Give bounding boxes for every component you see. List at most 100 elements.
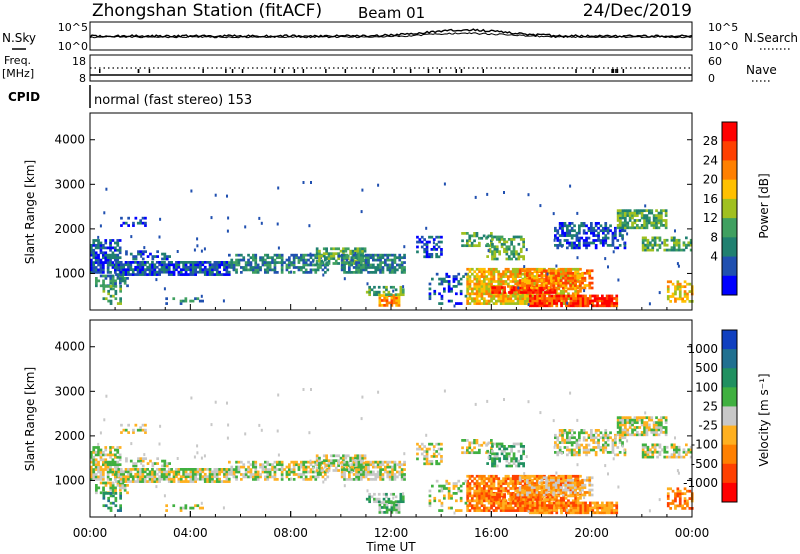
heatmap-cell [529, 501, 532, 505]
heatmap-cell [330, 459, 333, 463]
heatmap-cell [237, 468, 241, 471]
heatmap-cell [361, 252, 364, 256]
heatmap-cell [343, 470, 346, 474]
heatmap-cell [562, 506, 566, 510]
heatmap-cell [541, 294, 544, 298]
heatmap-cell [387, 497, 391, 501]
heatmap-cell [114, 488, 117, 492]
heatmap-cell [230, 261, 234, 264]
heatmap-cell [273, 475, 277, 479]
heatmap-cell [473, 489, 477, 493]
heatmap-cell [459, 282, 463, 286]
heatmap-cell [491, 442, 494, 446]
heatmap-cell [487, 474, 491, 478]
heatmap-cell [547, 275, 551, 278]
heatmap-cell [111, 491, 115, 495]
station-title: Zhongshan Station (fitACF) [92, 1, 322, 21]
heatmap-cell [119, 302, 122, 305]
heatmap-cell [643, 216, 646, 220]
heatmap-cell [466, 241, 469, 245]
heatmap-cell [372, 256, 375, 260]
heatmap-cell [99, 448, 103, 452]
heatmap-cell [545, 302, 549, 305]
heatmap-cell [473, 482, 477, 485]
heatmap-cell [541, 504, 544, 507]
heatmap-cell [611, 236, 615, 240]
heatmap-cell [523, 504, 527, 508]
heatmap-cell [144, 221, 147, 225]
heatmap-cell [550, 491, 553, 494]
heatmap-cell [254, 256, 258, 260]
heatmap-cell [167, 270, 171, 274]
heatmap-cell [514, 277, 517, 281]
heatmap-cell [631, 214, 634, 217]
heatmap-cell [315, 461, 319, 465]
heatmap-cell [473, 244, 476, 248]
heatmap-cell [499, 506, 503, 510]
heatmap-cell [508, 291, 511, 294]
heatmap-cell [559, 484, 563, 488]
heatmap-cell [574, 506, 578, 510]
heatmap-cell [165, 297, 168, 301]
heatmap-cell [322, 273, 325, 277]
heatmap-cell [558, 244, 562, 247]
heatmap-cell [400, 478, 404, 481]
heatmap-cell [418, 238, 422, 241]
heatmap-cell [266, 473, 270, 476]
heatmap-cell [175, 475, 178, 479]
heatmap-cell [114, 268, 117, 272]
heatmap-cell [621, 237, 624, 241]
heatmap-cell [312, 259, 315, 263]
heatmap-cell [114, 256, 117, 260]
heatmap-cell [141, 423, 145, 427]
heatmap-cell [134, 257, 138, 261]
heatmap-cell [507, 270, 510, 274]
heatmap-cell [119, 287, 122, 291]
heatmap-cell [511, 487, 515, 490]
heatmap-cell [541, 299, 544, 303]
heatmap-cell [579, 287, 582, 291]
heatmap-cell [609, 244, 612, 247]
heatmap-cell [550, 279, 553, 282]
heatmap-cell [425, 462, 429, 466]
heatmap-cell [223, 475, 226, 479]
heatmap-cell [468, 487, 472, 490]
heatmap-cell [235, 475, 238, 479]
heatmap-cell [158, 468, 161, 471]
heatmap-cell [505, 459, 509, 463]
heatmap-cell [364, 470, 368, 474]
heatmap-cell [388, 475, 392, 479]
heatmap-cell [97, 241, 100, 245]
heatmap-cell [536, 511, 539, 515]
heatmap-cell [403, 268, 406, 272]
heatmap-cell [95, 486, 98, 490]
heatmap-cell [268, 468, 272, 471]
heatmap-cell [388, 508, 391, 512]
heatmap-cell [104, 277, 108, 280]
cpid-label: CPID [8, 90, 40, 104]
heatmap-cell [594, 234, 598, 237]
heatmap-cell [598, 299, 602, 303]
heatmap-cell [509, 299, 513, 303]
heatmap-cell [187, 468, 190, 471]
heatmap-cell [559, 270, 563, 274]
heatmap-cell [640, 226, 644, 230]
heatmap-cell [499, 479, 503, 483]
heatmap-cell [92, 460, 96, 464]
heatmap-cell [514, 280, 517, 283]
heatmap-cell [493, 442, 497, 446]
heatmap-cell [533, 489, 537, 493]
heatmap-cell [504, 482, 508, 485]
heatmap-cell [146, 472, 149, 476]
heatmap-cell [466, 244, 469, 248]
heatmap-cell [511, 302, 515, 305]
heatmap-cell [567, 477, 570, 481]
heatmap-cell [493, 255, 497, 258]
heatmap-cell [633, 221, 637, 225]
heatmap-cell [588, 276, 592, 280]
heatmap-cell [612, 250, 615, 254]
nave-dip [293, 69, 296, 73]
heatmap-cell [332, 262, 336, 265]
heatmap-cell [516, 474, 520, 478]
heatmap-cell [504, 275, 508, 278]
